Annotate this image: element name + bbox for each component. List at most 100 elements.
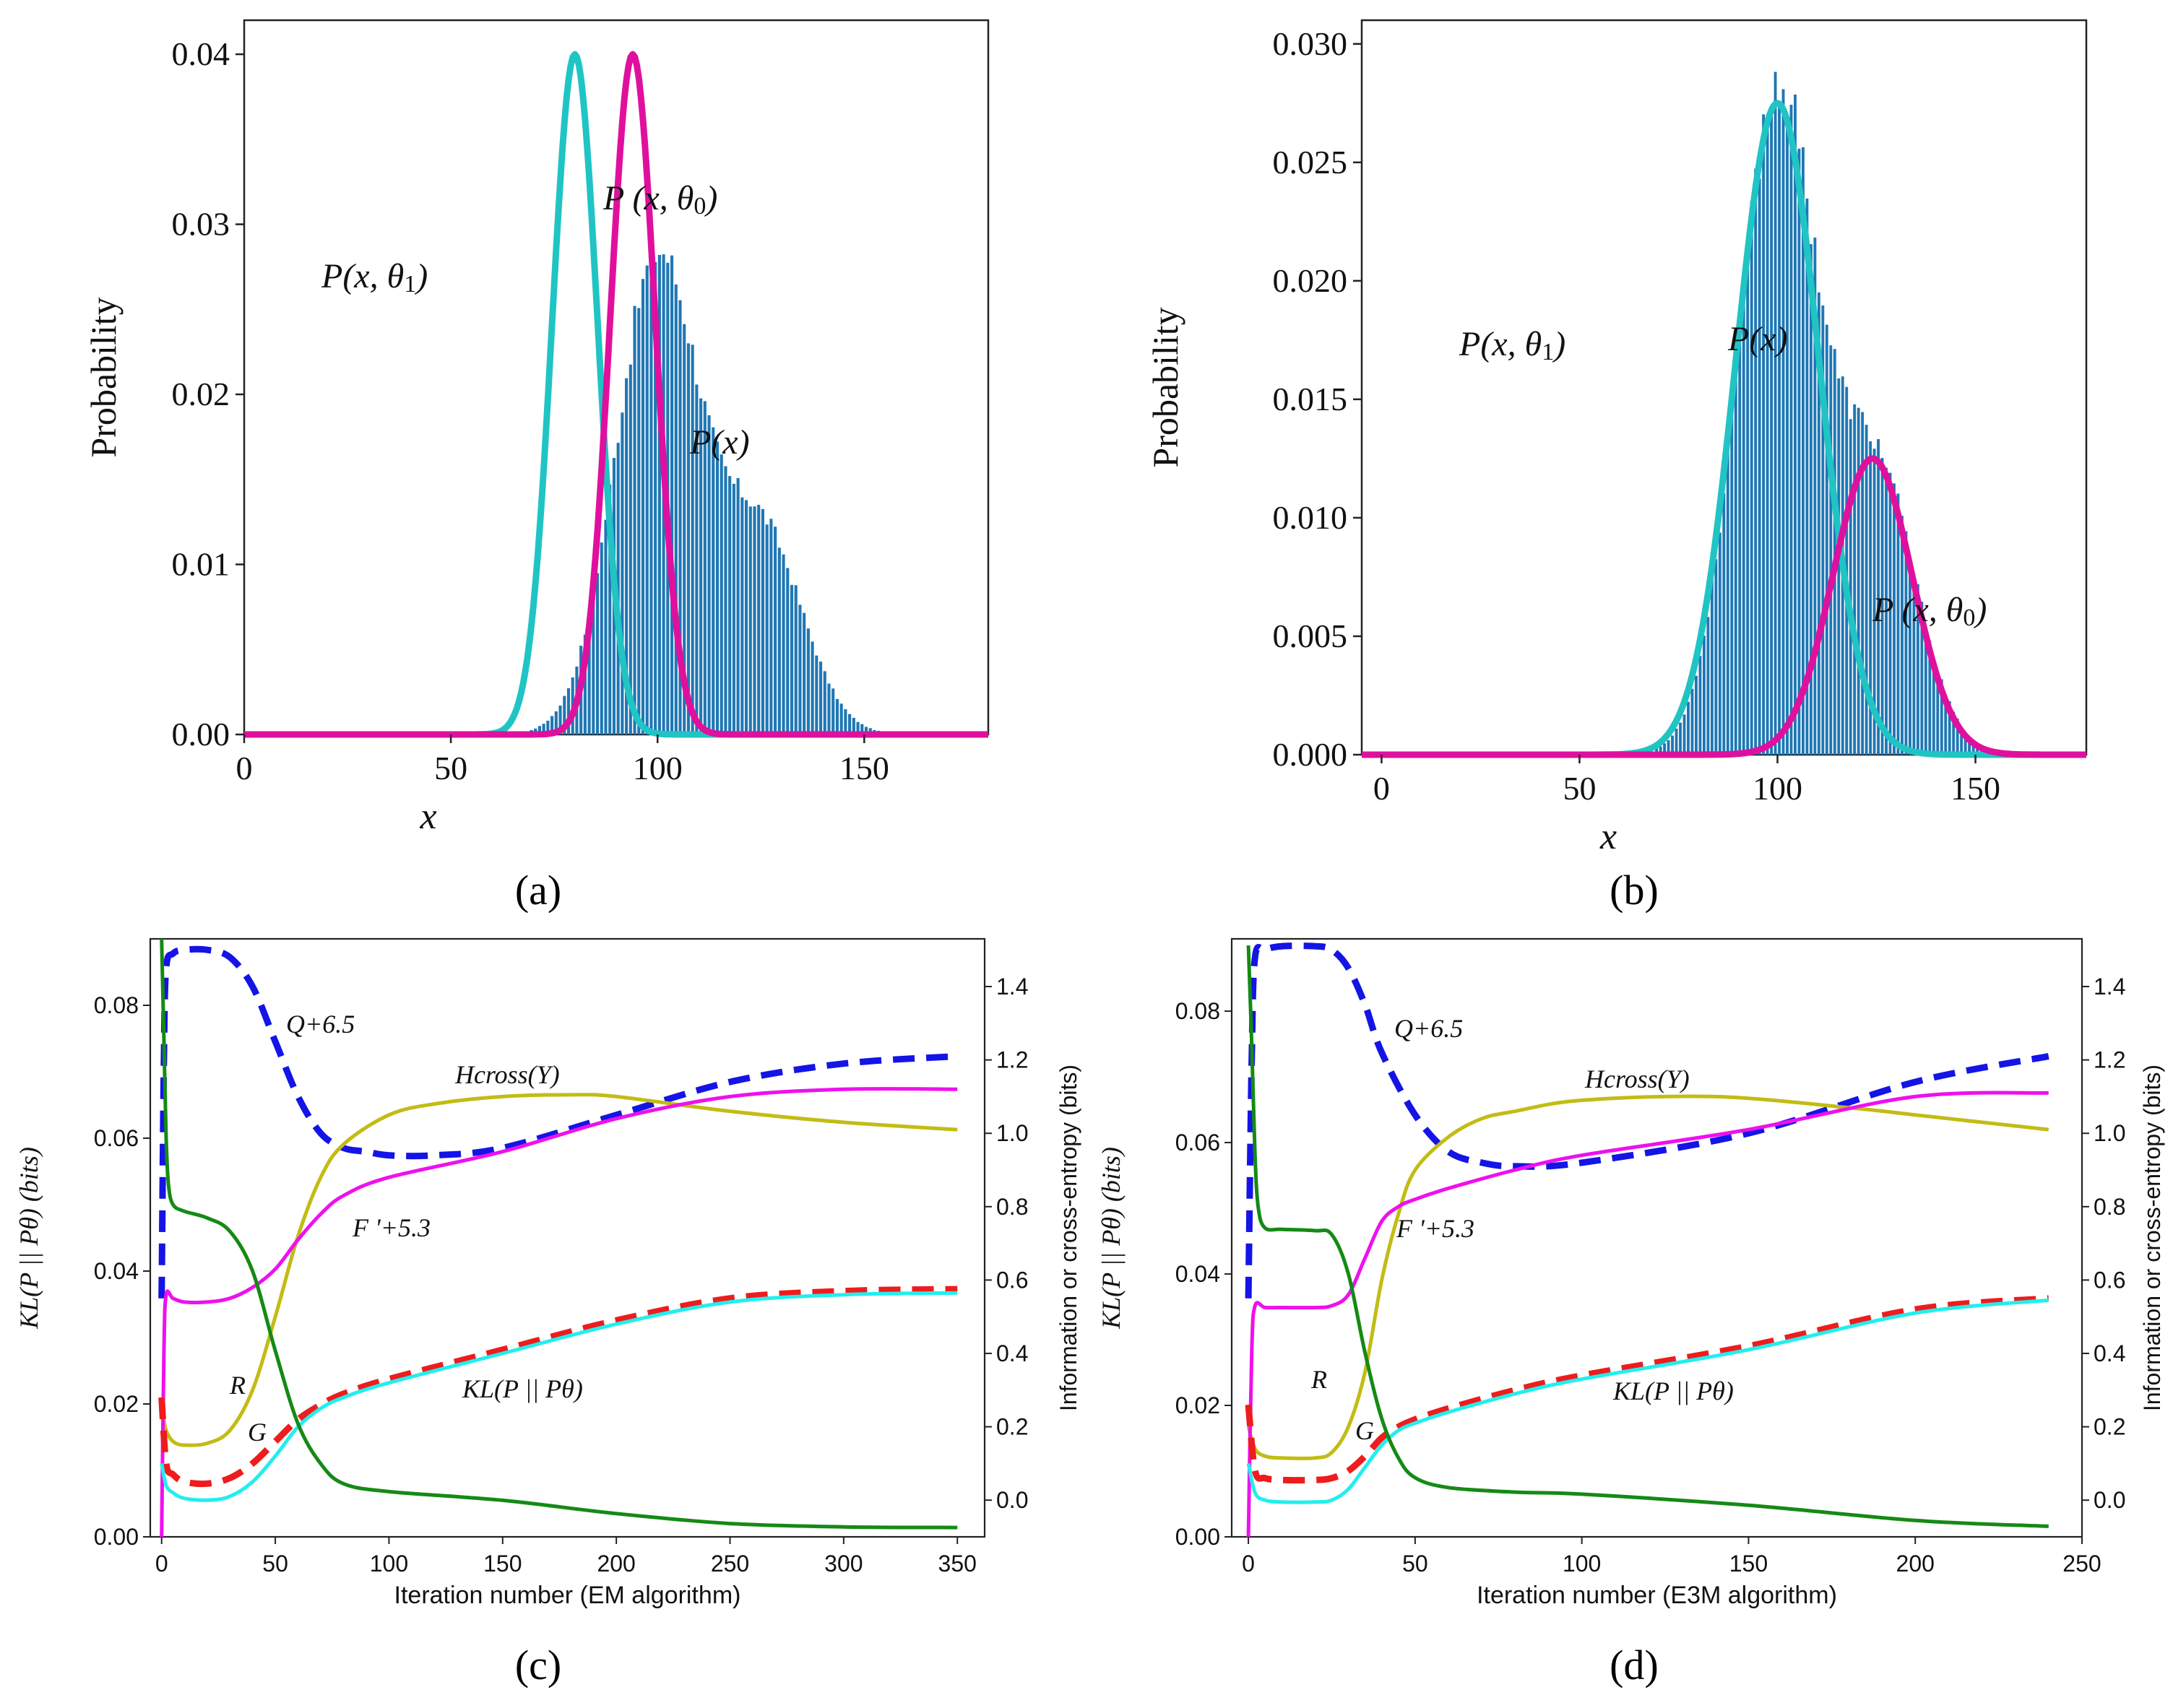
histogram-bar — [1928, 641, 1932, 755]
plot-frame — [1230, 937, 2083, 1538]
histogram-bar — [1778, 103, 1781, 755]
histogram-bar — [748, 506, 752, 734]
x-tick-label: 300 — [824, 1551, 863, 1577]
chart-c: 0 50 100 150 200 250 300 350 0.00 0.02 0.04 0.06 0.0… — [14, 937, 1081, 1609]
histogram-bar — [1714, 559, 1718, 755]
histogram-bar — [1722, 493, 1726, 755]
series-line-hcross-y- — [160, 1093, 958, 1447]
histogram-bar — [1936, 672, 1940, 755]
y-tick-label: 0.01 — [172, 546, 230, 583]
x-tick-label: 150 — [1729, 1551, 1768, 1577]
histogram-bar — [1853, 404, 1857, 755]
y-left-tick-label: 0.00 — [94, 1524, 139, 1550]
x-axis-label: x — [1599, 816, 1617, 857]
histogram-bar — [641, 279, 645, 734]
y-axis-label: Probability — [83, 297, 124, 457]
histogram-bar — [844, 709, 847, 734]
histogram-bar — [537, 726, 541, 734]
annotation-label: G — [248, 1418, 267, 1447]
y-right-tick-label: 1.4 — [996, 974, 1028, 1000]
histogram-bar — [1916, 584, 1919, 755]
histogram-bar — [621, 412, 624, 734]
histogram-bar — [1702, 636, 1706, 755]
histogram-bar — [732, 483, 735, 734]
histogram-bar — [777, 547, 781, 734]
x-tick-label: 250 — [711, 1551, 749, 1577]
y-right-tick-label: 0.8 — [2094, 1194, 2125, 1220]
y-left-tick-label: 0.08 — [94, 992, 139, 1018]
series-line-f-5-3 — [160, 1087, 958, 1537]
chart-d: 0 50 100 150 200 250 0.00 0.02 0.04 0.06 0.08 0.0 0.… — [1097, 937, 2165, 1609]
histogram-bar — [1682, 714, 1686, 755]
plot-frame — [243, 19, 990, 736]
histogram-bar — [786, 568, 790, 734]
y-left-tick-label: 0.02 — [94, 1391, 139, 1417]
histogram-bar — [736, 477, 740, 734]
histogram-bar — [608, 484, 612, 734]
histogram-bar — [1694, 675, 1698, 755]
histogram-bar — [683, 324, 686, 734]
x-tick-label: 250 — [2062, 1551, 2101, 1577]
histogram-bar — [856, 721, 860, 734]
histogram-bar — [724, 466, 727, 734]
y-right-tick-label: 0.8 — [996, 1194, 1028, 1220]
histogram-bar — [790, 584, 794, 734]
histogram-bar — [1730, 411, 1734, 755]
y-right-tick-label: 1.2 — [2094, 1047, 2125, 1073]
histogram-bar — [1872, 448, 1876, 755]
y-right-tick-label: 0.4 — [2094, 1340, 2125, 1366]
panel-label-d: (d) — [1610, 1642, 1659, 1689]
histogram-bar — [1821, 305, 1825, 755]
histogram-bar — [831, 688, 835, 734]
histogram-bar — [670, 255, 674, 734]
y-tick-label: 0.005 — [1273, 617, 1348, 654]
y-tick-label: 0.015 — [1273, 381, 1348, 417]
histogram-bar — [757, 504, 761, 734]
y-left-tick-label: 0.00 — [1175, 1524, 1220, 1550]
x-tick-label: 50 — [1402, 1551, 1428, 1577]
x-tick-label: 100 — [1753, 770, 1802, 807]
x-tick-label: 150 — [483, 1551, 522, 1577]
histogram-bar — [1762, 114, 1766, 755]
y-left-axis-label: KL(P || Pθ) (bits) — [1097, 1147, 1126, 1330]
histogram-bar — [1968, 737, 1971, 755]
histogram-bar — [1865, 425, 1868, 755]
histogram-bar — [1738, 329, 1742, 755]
histogram-bar — [1817, 292, 1820, 755]
x-tick-label: 0 — [1373, 770, 1390, 807]
y-right-tick-label: 0.4 — [996, 1340, 1028, 1366]
histogram-bar — [649, 241, 653, 734]
annotation-label: F '+5.3 — [1396, 1214, 1474, 1243]
histogram-bar — [1971, 740, 1975, 755]
y-left-tick-label: 0.04 — [94, 1258, 139, 1284]
x-tick-label: 50 — [434, 750, 467, 786]
histogram-bar — [542, 724, 545, 734]
histogram-bar — [628, 364, 632, 735]
x-tick-label: 350 — [938, 1551, 977, 1577]
histogram-bar — [852, 717, 855, 734]
histogram-bar — [1774, 71, 1777, 755]
histogram-bar — [1956, 718, 1959, 755]
chart-a: 0 50 100 150 0.00 0.01 0.02 0.03 0.04 x Probabilit… — [83, 19, 990, 837]
histogram-bar — [633, 305, 636, 734]
histogram-bar — [1706, 617, 1710, 755]
histogram-bar — [1781, 89, 1785, 755]
y-right-tick-label: 1.2 — [996, 1047, 1028, 1073]
histogram-bar — [625, 378, 628, 734]
histogram-bar — [1805, 198, 1809, 755]
histogram-bar — [1801, 147, 1805, 755]
histogram-bar — [1742, 272, 1745, 755]
x-tick-label: 50 — [1563, 770, 1596, 807]
series-line-r — [1245, 1295, 2049, 1484]
histogram-bar — [1908, 557, 1911, 755]
histogram-bar — [835, 698, 839, 734]
x-tick-label: 200 — [1896, 1551, 1935, 1577]
series-group — [1245, 942, 2049, 1537]
series-line-g — [160, 1291, 958, 1502]
histogram-bar — [798, 604, 802, 734]
histogram-bar — [803, 612, 806, 734]
histogram-bar — [1888, 472, 1892, 755]
annotation-label: Q+6.5 — [1394, 1014, 1463, 1043]
histogram-bar — [811, 641, 814, 734]
histogram-bar — [1746, 256, 1750, 755]
